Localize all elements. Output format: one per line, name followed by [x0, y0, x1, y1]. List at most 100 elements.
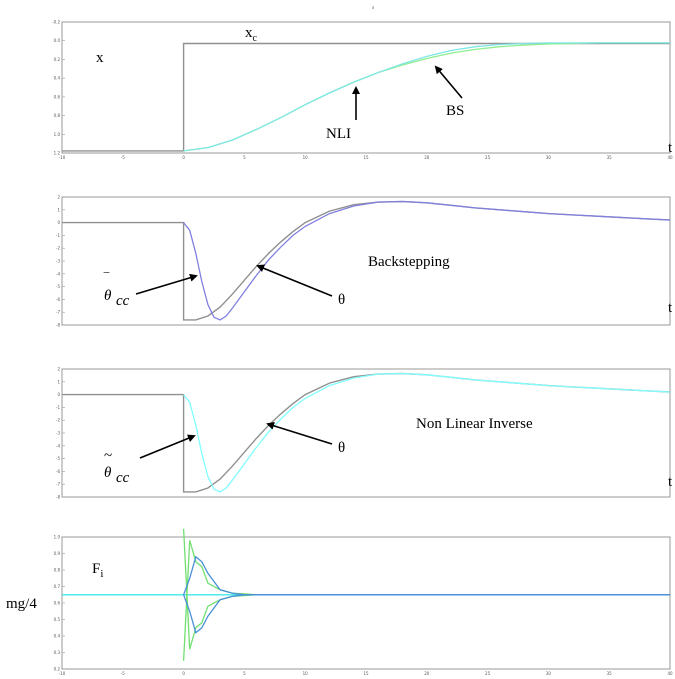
panel4-ytick-label: 0.9 — [54, 551, 61, 556]
panel1-xtick-label: 25 — [485, 155, 491, 160]
panel4-ytick-label: 0.2 — [54, 667, 61, 672]
panel2-series-bs_theta-1 — [183, 200, 671, 321]
fi-label-main: F — [92, 561, 100, 577]
panel4-ytick-label: 0.8 — [54, 568, 61, 573]
backstepping-label: Backstepping — [368, 254, 450, 270]
bs-arrow — [434, 65, 463, 99]
panel-1-xlabel: t — [668, 140, 673, 156]
panel3-ytick-label: 1 — [57, 379, 60, 384]
panel1-ytick-label: 0.8 — [54, 113, 61, 118]
panel2-ytick-label: -7 — [56, 310, 60, 315]
panel1-ytick-label: 1.0 — [54, 132, 61, 137]
panel-2-ylabel-bar: ‾ — [103, 272, 110, 288]
panel-2-ylabel-sub: cc — [116, 293, 130, 309]
panel2-ytick-label: -8 — [56, 323, 60, 328]
panel4-ytick-label: 1.0 — [54, 535, 61, 540]
panel-2-frame — [61, 196, 671, 326]
xc-label-sub: c — [253, 33, 258, 44]
panel3-ytick-label: -8 — [56, 495, 60, 500]
panel4-xtick-label: -5 — [121, 671, 125, 676]
panel-4: 1.0 0.9 0.8 0.7 0.6 0.5 0.4 0.3 0.2 -10 -5 0 5 10 15 2… — [6, 528, 673, 676]
panel-3-frame — [61, 368, 671, 498]
panel4-xtick-label: 25 — [485, 671, 491, 676]
panel2-ytick-label: -3 — [56, 259, 60, 264]
panel-3-yticks: 2 1 0 -1 -2 -3 -4 -5 -6 -7 -8 — [56, 367, 65, 500]
panel-3-ylabel-sub: cc — [116, 470, 130, 486]
panel3-series-nli_theta-1 — [183, 372, 671, 493]
panel-1-yticks: -0.2 0.0 0.2 0.4 0.6 0.8 1.0 1.2 — [52, 20, 65, 156]
panel-2-lines — [62, 200, 671, 321]
panel3-ytick-label: -6 — [56, 469, 60, 474]
panel4-series-f_green-2 — [182, 528, 670, 650]
panel3-ytick-label: -7 — [56, 482, 60, 487]
panel4-ytick-label: 0.6 — [54, 601, 61, 606]
panel1-ytick-label: -0.2 — [52, 20, 60, 25]
panel4-xtick-label: 35 — [607, 671, 613, 676]
panel1-ytick-label: 0.0 — [54, 38, 61, 43]
panel2-ytick-label: -4 — [56, 271, 60, 276]
panel1-xtick-label: 40 — [667, 155, 673, 160]
panel1-xtick-label: 0 — [182, 155, 185, 160]
panel2-ytick-label: -5 — [56, 284, 60, 289]
theta-cc-arrow-nli — [139, 434, 196, 459]
panel4-ytick-label: 0.4 — [54, 634, 61, 639]
panel-4-ylabel: mg/4 — [6, 596, 37, 612]
fi-label-sub: i — [100, 568, 103, 580]
panel3-ytick-label: 2 — [57, 367, 60, 372]
panel4-series-f_blue-3 — [182, 594, 670, 634]
figure-top-title: x — [372, 5, 375, 10]
panel-3: 2 1 0 -1 -2 -3 -4 -5 -6 -7 -8 θ ~ cc t Non Linear … — [56, 367, 673, 500]
panel1-xtick-label: 5 — [243, 155, 246, 160]
panel3-ytick-label: -5 — [56, 456, 60, 461]
panel3-ytick-label: -4 — [56, 443, 60, 448]
panel1-xtick-label: 15 — [363, 155, 369, 160]
panel4-xtick-label: 0 — [182, 671, 185, 676]
panel-3-xlabel: t — [668, 474, 673, 490]
panel4-series-f_green-1 — [182, 540, 670, 661]
panel1-ytick-label: 0.4 — [54, 76, 61, 81]
panel2-ytick-label: 1 — [57, 207, 60, 212]
panel-2-xlabel: t — [668, 300, 673, 316]
panel4-ytick-label: 0.3 — [54, 650, 61, 655]
panel4-xtick-label: 5 — [243, 671, 246, 676]
panel2-ytick-label: 2 — [57, 195, 60, 200]
panel-2: 2 1 0 -1 -2 -3 -4 -5 -6 -7 -8 θ ‾ cc t Backsteppin… — [56, 195, 673, 328]
panel1-xtick-label: 20 — [424, 155, 430, 160]
panel1-xtick-label: 10 — [303, 155, 309, 160]
panel4-xtick-label: 30 — [546, 671, 552, 676]
panel-1-lines — [62, 42, 670, 152]
panel1-ytick-label: 0.2 — [54, 57, 61, 62]
panel-2-yticks: 2 1 0 -1 -2 -3 -4 -5 -6 -7 -8 — [56, 195, 65, 328]
panel4-series-f_blue-4 — [182, 555, 670, 596]
panel2-ytick-label: 0 — [57, 220, 60, 225]
fi-label: Fi — [92, 561, 103, 580]
panel4-ytick-label: 0.5 — [54, 617, 61, 622]
panel4-xtick-label: 10 — [303, 671, 309, 676]
panel4-xtick-label: 40 — [667, 671, 673, 676]
panel-2-theta-label: θ — [338, 292, 345, 308]
panel1-series-bs-1 — [183, 42, 670, 152]
panel1-ytick-label: 0.6 — [54, 94, 61, 99]
xc-label-main: x — [245, 25, 253, 41]
panel-1-xticks: -10 -5 0 5 10 15 20 25 30 35 40 — [59, 155, 673, 160]
panel-3-lines — [62, 372, 671, 493]
panel-2-ylabel: θ — [104, 288, 112, 304]
panel3-ytick-label: -1 — [56, 405, 60, 410]
panel-1-ylabel: x — [96, 50, 104, 66]
panel4-xtick-label: -10 — [59, 671, 66, 676]
xc-label: xc — [245, 25, 258, 44]
panel-3-ylabel-tilde: ~ — [104, 448, 112, 464]
panel2-ytick-label: -1 — [56, 233, 60, 238]
panel1-xtick-label: -5 — [121, 155, 125, 160]
panel2-ytick-label: -6 — [56, 297, 60, 302]
panel1-series-nli-2 — [183, 42, 670, 152]
panel-4-yticks: 1.0 0.9 0.8 0.7 0.6 0.5 0.4 0.3 0.2 — [54, 535, 65, 672]
panel2-ytick-label: -2 — [56, 246, 60, 251]
bs-label: BS — [446, 103, 464, 119]
panel1-ytick-label: 1.2 — [54, 151, 61, 156]
panel4-xtick-label: 15 — [363, 671, 369, 676]
panel2-series-command-0 — [62, 200, 671, 321]
nli-title-label: Non Linear Inverse — [416, 416, 533, 432]
panel-3-theta-label: θ — [338, 440, 345, 456]
